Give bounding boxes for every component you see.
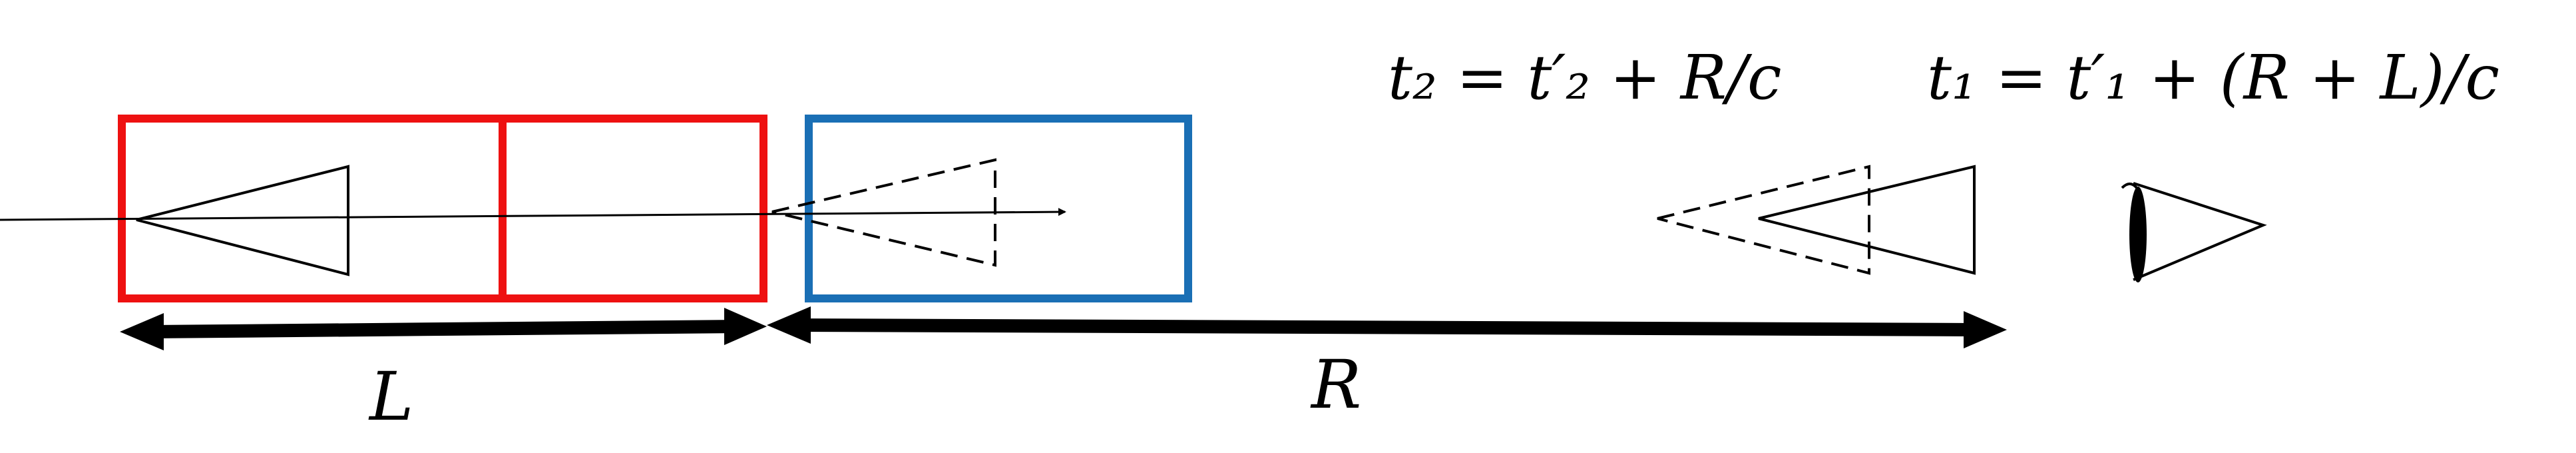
eye-icon — [2121, 182, 2267, 282]
length-L-arrow — [120, 308, 767, 350]
line-of-sight — [0, 208, 1066, 221]
label-L: L — [368, 358, 413, 436]
dashed-triangle-in-blue-box — [771, 158, 996, 267]
distance-R-arrow — [767, 306, 2007, 348]
red-box-right-half — [499, 115, 767, 302]
equation-t2: t₂ = t′₂ + R/c — [1388, 42, 1782, 113]
equation-t1: t₁ = t′₁ + (R + L)/c — [1927, 42, 2499, 113]
dashed-triangle-observed — [1657, 165, 1870, 275]
label-R: R — [1310, 346, 1361, 424]
solid-triangle-observed — [1758, 165, 1976, 275]
solid-triangle-in-red-box — [136, 165, 349, 276]
blue-box — [805, 115, 1192, 302]
